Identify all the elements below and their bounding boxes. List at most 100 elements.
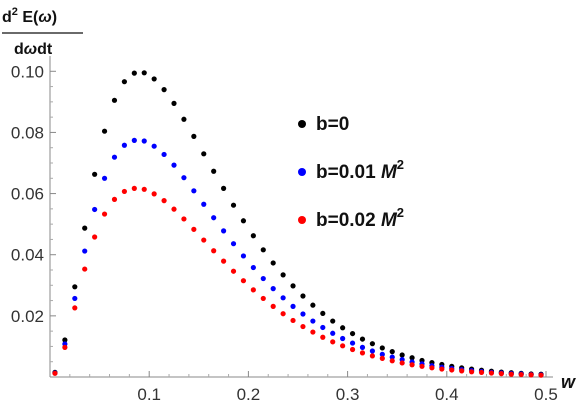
data-point-series-1 <box>141 70 147 76</box>
data-point-series-2 <box>141 138 147 144</box>
data-point-series-3 <box>92 234 98 240</box>
data-point-series-2 <box>260 275 266 282</box>
data-point-series-1 <box>270 260 276 266</box>
data-point-series-3 <box>399 360 405 366</box>
data-point-series-3 <box>201 237 207 243</box>
data-point-series-2 <box>161 151 167 158</box>
data-point-series-1 <box>310 302 316 308</box>
data-point-series-2 <box>359 344 366 350</box>
data-point-series-3 <box>191 226 197 232</box>
data-point-series-2 <box>250 264 256 271</box>
data-point-series-3 <box>528 372 534 378</box>
data-point-series-1 <box>72 284 78 290</box>
data-point-series-3 <box>221 258 227 264</box>
data-point-series-1 <box>340 325 346 331</box>
data-point-series-3 <box>230 268 237 274</box>
data-point-series-1 <box>379 345 385 351</box>
data-point-series-1 <box>349 330 356 337</box>
data-point-series-1 <box>250 233 256 239</box>
data-point-series-1 <box>92 171 98 177</box>
data-point-series-1 <box>389 349 395 355</box>
data-point-series-2 <box>230 241 237 247</box>
data-point-series-2 <box>290 303 296 309</box>
data-point-series-3 <box>478 369 485 376</box>
data-point-series-2 <box>151 143 157 149</box>
y-tick-label: 0.06 <box>11 185 44 204</box>
data-point-series-2 <box>349 340 356 346</box>
data-point-series-1 <box>399 352 405 358</box>
data-point-series-3 <box>409 362 415 368</box>
data-point-series-1 <box>171 100 177 106</box>
y-tick-label: 0.08 <box>11 123 44 142</box>
x-axis-label: w <box>561 372 576 392</box>
data-point-series-2 <box>111 154 118 160</box>
data-point-series-3 <box>62 344 68 350</box>
legend-marker-series-1 <box>298 120 306 128</box>
data-point-series-1 <box>101 128 108 134</box>
data-point-series-1 <box>161 87 167 93</box>
data-point-series-3 <box>280 311 286 317</box>
data-point-series-3 <box>518 371 524 378</box>
data-point-series-3 <box>52 370 58 376</box>
data-point-series-2 <box>171 162 177 168</box>
data-point-series-3 <box>111 196 118 202</box>
data-point-series-2 <box>300 311 306 317</box>
data-point-series-1 <box>330 318 336 324</box>
data-point-series-1 <box>240 218 247 224</box>
x-tick-label: 0.2 <box>237 385 261 404</box>
data-point-series-1 <box>260 247 266 253</box>
data-point-series-3 <box>330 339 336 345</box>
y-tick-label: 0.04 <box>11 246 44 265</box>
data-point-series-1 <box>280 272 286 278</box>
data-point-series-1 <box>221 185 227 191</box>
data-point-series-1 <box>82 225 88 231</box>
data-point-series-1 <box>151 76 157 82</box>
y-tick-label: 0.10 <box>11 62 44 81</box>
data-point-series-3 <box>508 371 514 377</box>
legend-label-series-2: b=0.01 M2 <box>316 157 404 183</box>
data-point-series-2 <box>82 248 88 254</box>
data-point-series-3 <box>82 266 88 272</box>
x-tick-label: 0.3 <box>336 385 360 404</box>
y-ticks: 0.02 0.04 0.06 0.08 0.10 <box>11 62 56 363</box>
data-point-series-1 <box>230 202 237 208</box>
data-point-series-2 <box>181 175 187 181</box>
data-point-series-2 <box>240 253 247 259</box>
legend: b=0 b=0.01 M2 b=0.02 M2 <box>298 114 404 231</box>
data-point-series-1 <box>62 337 68 343</box>
data-point-series-2 <box>320 324 326 331</box>
x-tick-label: 0.4 <box>435 385 459 404</box>
data-point-series-3 <box>449 367 455 373</box>
data-point-series-3 <box>300 323 306 330</box>
data-point-series-3 <box>171 206 177 212</box>
data-point-series-3 <box>250 287 256 293</box>
data-point-series-1 <box>121 79 127 85</box>
data-point-series-2 <box>101 175 108 181</box>
data-point-series-2 <box>72 295 78 302</box>
data-point-series-3 <box>290 317 296 324</box>
data-point-series-1 <box>191 133 197 139</box>
x-tick-label: 0.1 <box>137 385 161 404</box>
data-point-series-3 <box>359 350 366 356</box>
data-point-series-1 <box>211 168 217 174</box>
legend-label-series-3: b=0.02 M2 <box>316 205 404 231</box>
data-point-series-3 <box>270 303 276 309</box>
data-point-series-3 <box>101 211 108 217</box>
data-point-series-2 <box>211 215 217 221</box>
y-axis-title: d2 E(ω) dωdt <box>2 6 83 58</box>
data-point-series-3 <box>72 305 78 311</box>
data-point-series-3 <box>211 248 217 254</box>
data-point-series-1 <box>131 70 137 76</box>
data-point-series-1 <box>369 341 375 347</box>
data-point-series-2 <box>330 330 336 336</box>
data-point-series-1 <box>359 336 366 342</box>
data-point-series-1 <box>111 97 118 103</box>
data-point-series-2 <box>280 295 286 301</box>
y-axis-title-numerator: d2 E(ω) <box>2 6 57 26</box>
data-point-series-1 <box>290 283 296 289</box>
data-point-series-3 <box>469 369 475 375</box>
data-point-series-3 <box>349 346 356 353</box>
legend-marker-series-2 <box>298 168 306 176</box>
data-point-series-3 <box>340 343 346 349</box>
data-point-series-3 <box>379 355 385 361</box>
